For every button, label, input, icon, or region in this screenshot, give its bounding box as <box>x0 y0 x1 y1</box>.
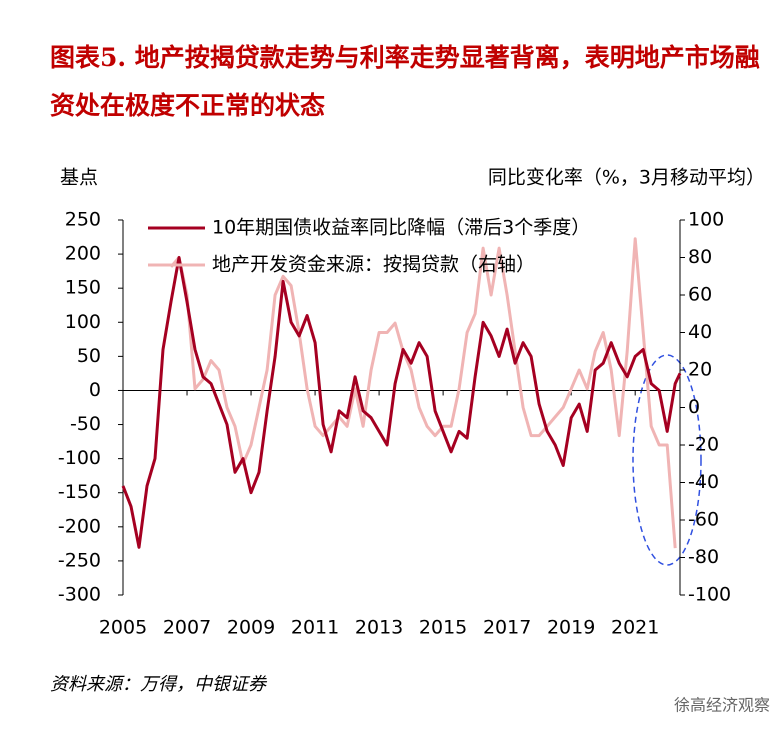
y-tick-label: -150 <box>58 481 101 503</box>
x-tick-label: 2013 <box>355 617 403 639</box>
x-tick-label: 2011 <box>291 617 339 639</box>
y-tick-label: 250 <box>65 209 101 231</box>
y-tick-label: -50 <box>70 413 101 435</box>
y2-tick-label: 40 <box>688 321 712 343</box>
chart-title: 图表5. 地产按揭贷款走势与利率走势显著背离，表明地产市场融资处在极度不正常的状… <box>50 43 760 120</box>
y-tick-label: -200 <box>58 515 101 537</box>
y2-tick-label: 20 <box>688 359 712 381</box>
highlight-ellipse <box>632 354 702 566</box>
legend-label: 地产开发资金来源：按揭贷款（右轴） <box>212 254 535 276</box>
y2-tick-label: -80 <box>688 546 719 568</box>
y-tick-label: -250 <box>58 549 101 571</box>
y2-tick-label: 80 <box>688 246 712 268</box>
x-tick-label: 2005 <box>99 617 147 639</box>
y2-tick-label: 0 <box>688 396 700 418</box>
watermark: 徐高经济观察 <box>674 696 770 715</box>
y-tick-label: -100 <box>58 447 101 469</box>
source: 资料来源：万得，中银证券 <box>50 674 268 695</box>
x-tick-label: 2009 <box>227 617 275 639</box>
y-tick-label: 200 <box>65 243 101 265</box>
y2-axis-label: 同比变化率（%，3月移动平均） <box>488 167 765 189</box>
legend-label: 10年期国债收益率同比降幅（滞后3个季度） <box>212 217 590 239</box>
y-tick-label: 0 <box>89 379 101 401</box>
y-tick-label: 150 <box>65 277 101 299</box>
y-tick-label: 50 <box>77 345 101 367</box>
y2-tick-label: -20 <box>688 434 719 456</box>
x-tick-label: 2017 <box>483 617 531 639</box>
x-tick-label: 2019 <box>547 617 595 639</box>
series-line <box>121 256 682 549</box>
y-axis-label: 基点 <box>60 167 98 189</box>
y2-tick-label: 100 <box>688 209 724 231</box>
x-tick-label: 2021 <box>611 617 659 639</box>
x-tick-label: 2015 <box>419 617 467 639</box>
y-tick-label: 100 <box>65 311 101 333</box>
y2-tick-label: -60 <box>688 509 719 531</box>
x-tick-label: 2007 <box>163 617 211 639</box>
y-tick-label: -300 <box>58 584 101 606</box>
y2-tick-label: -40 <box>688 471 719 493</box>
series-line <box>169 237 677 549</box>
y2-tick-label: 60 <box>688 284 712 306</box>
y2-tick-label: -100 <box>688 584 731 606</box>
